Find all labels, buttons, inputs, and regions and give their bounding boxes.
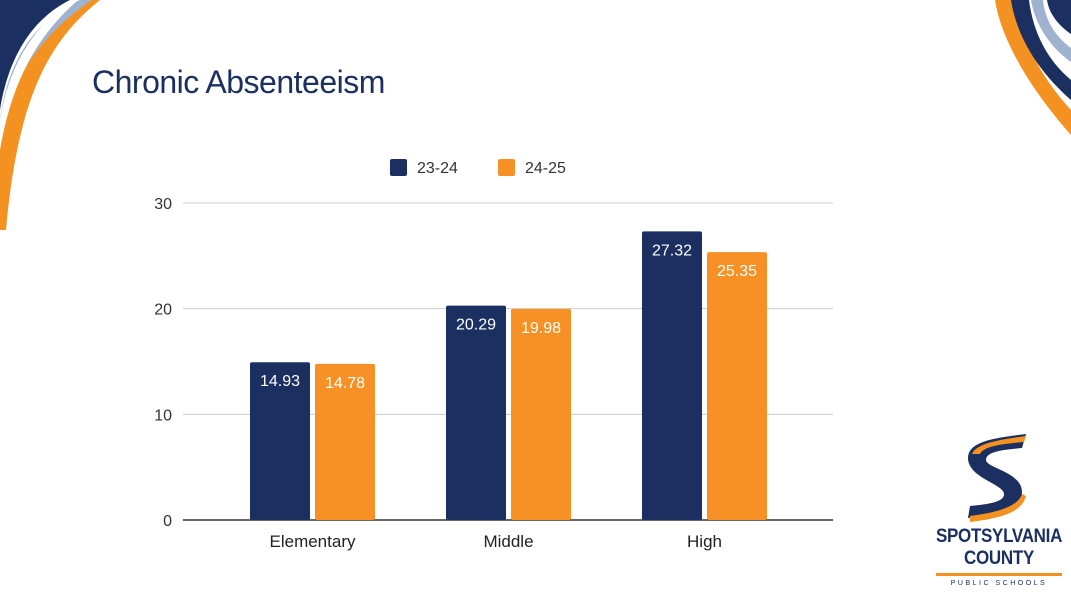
- logo-divider: [936, 573, 1062, 576]
- bar-23-24-high: [642, 231, 702, 520]
- bar-value-label: 14.93: [260, 373, 300, 390]
- y-tick-label: 30: [154, 196, 172, 213]
- bar-24-25-high: [707, 252, 767, 520]
- logo-subtitle: PUBLIC SCHOOLS: [950, 580, 1048, 587]
- bar-24-25-middle: [511, 308, 571, 520]
- y-tick-label: 10: [154, 407, 172, 424]
- legend-swatch-23-24: [390, 159, 407, 176]
- right-corner-swoosh: [995, 0, 1071, 135]
- page-title: Chronic Absenteeism: [92, 64, 385, 100]
- bar-23-24-elementary: [250, 362, 310, 520]
- bar-value-label: 25.35: [717, 263, 757, 280]
- bar-value-label: 14.78: [325, 375, 365, 392]
- spotsylvania-s-logo-icon: [968, 434, 1026, 522]
- legend-label: 24-25: [525, 160, 566, 177]
- bar-23-24-middle: [446, 305, 506, 520]
- legend-label: 23-24: [417, 160, 458, 177]
- y-tick-label: 0: [163, 513, 172, 530]
- legend-swatch-24-25: [498, 159, 515, 176]
- bar-value-label: 27.32: [652, 242, 692, 259]
- y-tick-label: 20: [154, 302, 172, 319]
- bar-24-25-elementary: [315, 363, 375, 520]
- district-logo: SPOTSYLVANIA COUNTY PUBLIC SCHOOLS: [930, 428, 1068, 592]
- bar-value-label: 20.29: [456, 317, 496, 334]
- x-category-label: High: [687, 532, 722, 551]
- logo-name-line2: COUNTY: [964, 546, 1034, 569]
- left-corner-swoosh: [0, 0, 100, 230]
- x-category-label: Elementary: [270, 532, 356, 551]
- logo-name-line1: SPOTSYLVANIA: [935, 524, 1063, 547]
- x-category-label: Middle: [483, 532, 533, 551]
- bar-value-label: 19.98: [521, 320, 561, 337]
